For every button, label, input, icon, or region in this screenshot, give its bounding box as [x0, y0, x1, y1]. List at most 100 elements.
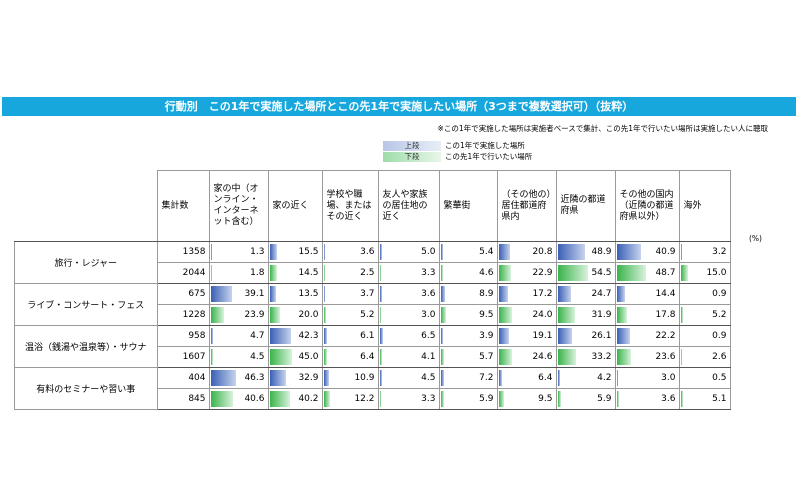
value-label: 40.2: [298, 394, 319, 404]
value-bar: [379, 244, 383, 260]
value-label: 15.5: [298, 247, 319, 257]
value-label: 9.5: [479, 310, 494, 320]
value-cell: 5.1: [678, 388, 731, 410]
value-label: 23.6: [655, 352, 676, 362]
value-cell: 0.9: [678, 283, 731, 305]
value-cell: 24.0: [496, 304, 557, 326]
value-bar: [680, 307, 683, 323]
value-bar: [498, 370, 503, 386]
value-bar: [440, 349, 444, 365]
value-bar: [680, 349, 682, 365]
value-label: 26.1: [591, 331, 612, 341]
value-cell: 5.4: [438, 241, 498, 263]
value-label: 10.9: [354, 373, 375, 383]
value-bar: [379, 328, 384, 344]
row-category: 旅行・レジャー: [14, 241, 158, 284]
value-label: 2.6: [712, 352, 727, 362]
value-cell: 4.5: [208, 346, 269, 368]
value-cell: 23.9: [208, 304, 269, 326]
value-cell: 33.2: [555, 346, 616, 368]
value-bar: [616, 328, 631, 344]
value-cell: 6.5: [377, 325, 440, 347]
value-cell: 9.5: [438, 304, 498, 326]
table-row: 1228 23.9 20.0 5.2 3.0 9.5 24.0 31.9 17.8 5.2: [15, 304, 731, 326]
value-label: 0.5: [712, 373, 727, 383]
value-cell: 5.2: [321, 304, 379, 326]
sample-count: 404: [156, 367, 210, 389]
value-bar: [323, 391, 330, 407]
value-bar: [323, 265, 325, 281]
value-label: 3.0: [661, 373, 676, 383]
value-bar: [440, 328, 443, 344]
value-bar: [323, 370, 330, 386]
value-cell: 20.0: [267, 304, 323, 326]
value-cell: 6.4: [321, 346, 379, 368]
value-cell: 4.1: [377, 346, 440, 368]
value-cell: 2.5: [321, 262, 379, 284]
value-bar: [616, 349, 631, 365]
column-header: 学校や職場、またはその近く: [321, 170, 379, 242]
value-bar: [440, 391, 444, 407]
value-bar: [210, 328, 214, 344]
value-label: 6.4: [538, 373, 553, 383]
row-category: 温浴（銭湯や温泉等）・サウナ: [14, 325, 158, 368]
value-label: 24.6: [532, 352, 553, 362]
value-bar: [498, 307, 512, 323]
value-label: 1.3: [250, 247, 265, 257]
value-cell: 1.8: [208, 262, 269, 284]
value-label: 15.0: [706, 268, 727, 278]
value-bar: [269, 328, 292, 344]
table-row: 有料のセミナーや習い事 404 46.3 32.9 10.9 4.5 7.2 6.4 4.2 3.…: [14, 367, 731, 410]
legend: 上段 この1年で実施した場所 下段 この先1年で行いたい場所: [383, 140, 532, 162]
value-cell: 8.9: [438, 283, 498, 305]
value-label: 5.1: [712, 394, 727, 404]
value-bar: [269, 265, 277, 281]
value-cell: 24.7: [555, 283, 616, 305]
value-cell: 22.9: [496, 262, 557, 284]
value-label: 3.2: [712, 247, 727, 257]
value-bar: [557, 244, 585, 260]
value-bar: [557, 307, 576, 323]
value-cell: 4.5: [377, 367, 440, 389]
value-bar: [557, 349, 577, 365]
value-cell: 4.6: [438, 262, 498, 284]
value-label: 3.7: [360, 289, 375, 299]
value-bar: [379, 370, 383, 386]
value-label: 1.8: [250, 268, 265, 278]
value-bar: [498, 244, 511, 260]
value-label: 17.8: [655, 310, 676, 320]
value-cell: 5.2: [678, 304, 731, 326]
value-bar: [440, 307, 446, 323]
table-row: 2044 1.8 14.5 2.5 3.3 4.6 22.9 54.5 48.7 15.0: [15, 262, 731, 284]
value-cell: 3.6: [377, 283, 440, 305]
value-label: 5.9: [597, 394, 612, 404]
value-bar: [269, 307, 280, 323]
value-label: 3.3: [421, 394, 436, 404]
value-bar: [557, 370, 560, 386]
value-label: 4.1: [421, 352, 436, 362]
value-cell: 40.2: [267, 388, 323, 410]
value-label: 14.5: [298, 268, 319, 278]
footnote: ※この1年で実施した場所は実施者ベースで集計、この先1年で行いたい場所は実施した…: [437, 124, 768, 133]
chart-title: 行動別 この1年で実施した場所とこの先1年で実施したい場所（3つまで複数選択可）…: [2, 97, 796, 116]
value-bar: [557, 286, 572, 302]
value-label: 3.6: [360, 247, 375, 257]
legend-upper-text: この1年で実施した場所: [445, 141, 525, 150]
value-bar: [680, 391, 683, 407]
value-label: 40.9: [655, 247, 676, 257]
value-cell: 17.2: [496, 283, 557, 305]
value-cell: 7.2: [438, 367, 498, 389]
value-cell: 39.1: [208, 283, 269, 305]
value-bar: [210, 286, 233, 302]
value-cell: 12.2: [321, 388, 379, 410]
header-row: 集計数 家の中（オンライン・インターネット含む） 家の近く 学校や職場、またはその近…: [14, 170, 731, 242]
column-header: 家の近く: [267, 170, 323, 242]
value-label: 39.1: [244, 289, 265, 299]
sample-count: 2044: [156, 262, 210, 284]
value-bar: [440, 265, 444, 281]
value-bar: [616, 307, 628, 323]
value-label: 33.2: [591, 352, 612, 362]
value-bar: [210, 349, 214, 365]
value-bar: [210, 265, 212, 281]
value-cell: 1.3: [208, 241, 269, 263]
